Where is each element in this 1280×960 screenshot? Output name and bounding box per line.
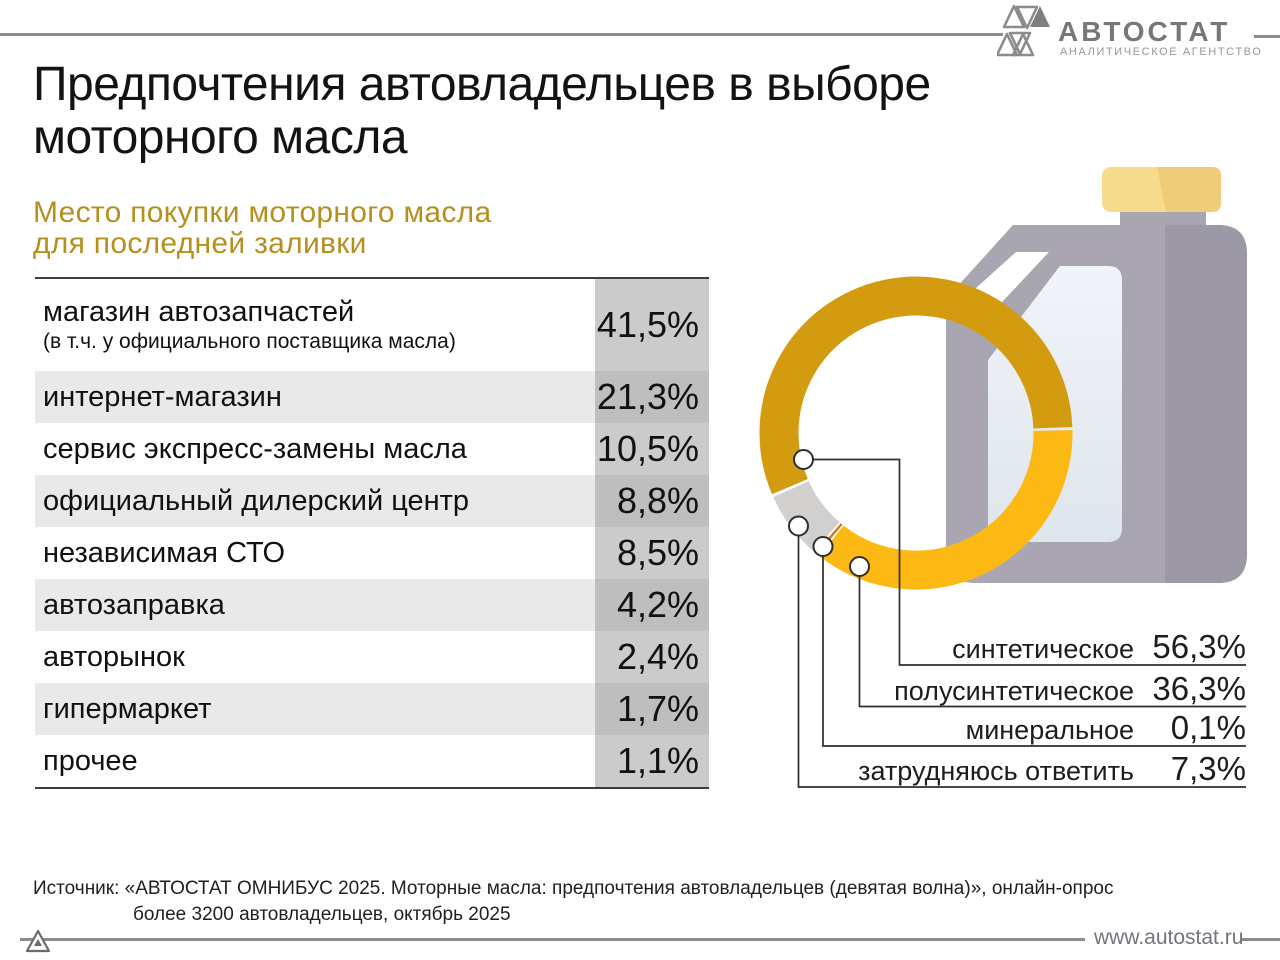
donut-segment-1	[759, 276, 1073, 495]
row-label-cell: независимая СТО	[35, 527, 595, 579]
row-label: интернет-магазин	[43, 380, 282, 413]
website-link: www.autostat.ru	[1094, 926, 1244, 949]
donut-segment-2	[819, 430, 1073, 590]
callout-line-semisynthetic	[858, 576, 1246, 708]
source-note: Источник: «АВТОСТАТ ОМНИБУС 2025. Моторн…	[33, 876, 1113, 928]
canister-cap-shade	[1157, 167, 1221, 212]
row-label: независимая СТО	[43, 536, 286, 569]
callout-line-synthetic	[813, 458, 1246, 666]
page-title-line1: Предпочтения автовладельцев в выборе	[33, 58, 931, 111]
table-row: автозаправка 4,2%	[35, 579, 709, 631]
callout-markers	[788, 449, 870, 577]
row-label: сервис экспресс-замены масла	[43, 432, 467, 465]
table-row: сервис экспресс-замены масла 10,5%	[35, 423, 709, 475]
oil-type-illustration	[759, 167, 1247, 788]
row-value: 4,2%	[595, 579, 709, 631]
table-row: гипермаркет 1,7%	[35, 683, 709, 735]
row-label-cell: официальный дилерский центр	[35, 475, 595, 527]
row-label: прочее	[43, 744, 138, 777]
callout-lines	[797, 458, 1246, 788]
row-value: 1,7%	[595, 683, 709, 735]
legend-label: полусинтетическое	[894, 675, 1134, 706]
row-value: 8,8%	[595, 475, 709, 527]
table-row: прочее 1,1%	[35, 735, 709, 787]
legend-item: полусинтетическое 36,3%	[894, 670, 1246, 707]
row-label-cell: сервис экспресс-замены масла	[35, 423, 595, 475]
header-rule-left	[0, 33, 1003, 36]
legend-item: затрудняюсь ответить 7,3%	[858, 750, 1246, 787]
row-label-cell: авторынок	[35, 631, 595, 683]
source-line2: более 3200 автовладельцев, октябрь 2025	[133, 904, 511, 925]
row-sublabel: (в т.ч. у официального поставщика масла)	[43, 330, 456, 353]
row-label: магазин автозапчастей	[43, 296, 355, 328]
logo-name: АВТОСТАТ	[1058, 16, 1231, 47]
legend-label: затрудняюсь ответить	[858, 756, 1134, 786]
legend-value: 0,1%	[1170, 709, 1246, 746]
row-label-cell: магазин автозапчастей (в т.ч. у официальн…	[35, 279, 595, 371]
source-line1: Источник: «АВТОСТАТ ОМНИБУС 2025. Моторн…	[33, 878, 1114, 899]
footer-rule-right	[1241, 938, 1280, 941]
row-value: 10,5%	[595, 423, 709, 475]
section-subtitle-line2: для последней заливки	[33, 227, 367, 260]
table-row: интернет-магазин 21,3%	[35, 371, 709, 423]
callout-dot-undecided	[788, 515, 809, 537]
footer-rule-left	[20, 938, 1085, 941]
row-label-cell: прочее	[35, 735, 595, 787]
header-rule-right	[1254, 35, 1280, 38]
donut-segment-4	[773, 480, 840, 552]
row-value: 2,4%	[595, 631, 709, 683]
section-subtitle-line1: Место покупки моторного масла	[33, 196, 492, 229]
row-label-cell: гипермаркет	[35, 683, 595, 735]
callout-line-mineral	[822, 556, 1246, 747]
legend-label: синтетическое	[952, 634, 1134, 664]
callout-line-undecided	[797, 535, 1246, 788]
row-label: авторынок	[43, 640, 185, 673]
purchase-table: магазин автозапчастей (в т.ч. у официальн…	[35, 277, 709, 789]
canister-body-shade	[1165, 225, 1247, 583]
legend-item: синтетическое 56,3%	[952, 628, 1246, 665]
table-row: официальный дилерский центр 8,8%	[35, 475, 709, 527]
logo-tagline: АНАЛИТИЧЕСКОЕ АГЕНТСТВО	[1060, 46, 1263, 58]
row-value: 8,5%	[595, 527, 709, 579]
oil-canister-illustration	[946, 167, 1247, 583]
table-row: независимая СТО 8,5%	[35, 527, 709, 579]
row-value: 21,3%	[595, 371, 709, 423]
row-value: 1,1%	[595, 735, 709, 787]
row-label: автозаправка	[43, 588, 225, 621]
callout-dot-synthetic	[793, 449, 814, 470]
section-subtitle: Место покупки моторного масла для послед…	[33, 197, 491, 259]
legend-value: 7,3%	[1170, 750, 1246, 787]
callout-dot-semisynthetic	[849, 556, 870, 577]
table-row: магазин автозапчастей (в т.ч. у официальн…	[35, 279, 709, 371]
legend-value: 36,3%	[1152, 669, 1246, 707]
row-label-cell: интернет-магазин	[35, 371, 595, 423]
row-value: 41,5%	[595, 279, 709, 371]
table-row: авторынок 2,4%	[35, 631, 709, 683]
row-label: гипермаркет	[43, 692, 212, 725]
autostat-triangles-icon	[995, 3, 1055, 59]
page-title: Предпочтения автовладельцев в выборе мот…	[33, 58, 931, 164]
legend-value: 56,3%	[1152, 628, 1246, 665]
row-label: официальный дилерский центр	[43, 484, 470, 517]
page-title-line2: моторного масла	[33, 111, 408, 164]
legend-item: минеральное 0,1%	[965, 709, 1246, 746]
row-label-cell: автозаправка	[35, 579, 595, 631]
legend-label: минеральное	[965, 715, 1134, 745]
footer-triangle-icon	[22, 926, 78, 954]
callout-dot-mineral	[812, 536, 834, 557]
